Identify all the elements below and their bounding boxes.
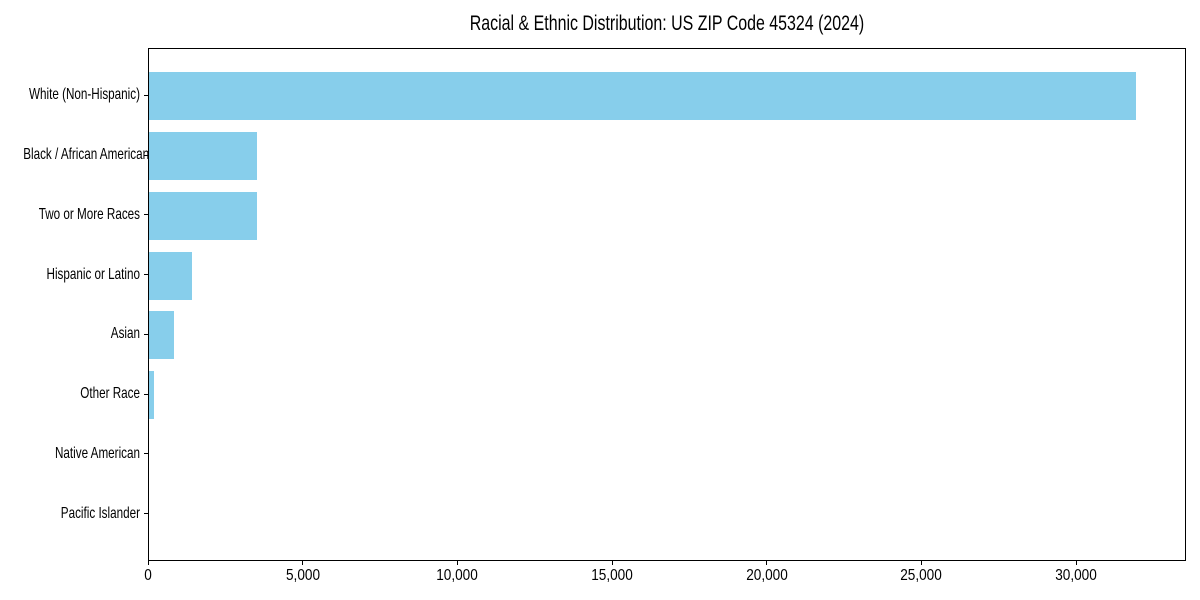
y-label-black-african-american: Black / African American [23, 146, 150, 164]
bar-black-african-american [149, 132, 258, 180]
y-label-hispanic-or-latino: Hispanic or Latino [46, 265, 140, 283]
plot-area [148, 48, 1186, 561]
y-tick [144, 214, 148, 216]
bar-two-or-more-races [149, 191, 258, 240]
x-tick-label-20-000: 20,000 [745, 567, 788, 584]
x-tick-label-25-000: 25,000 [900, 567, 943, 584]
bar-asian [149, 311, 174, 360]
x-tick [147, 561, 149, 565]
y-tick [144, 393, 148, 395]
x-tick-label-5-000: 5,000 [285, 567, 320, 584]
x-tick [302, 561, 304, 565]
y-tick [144, 94, 148, 96]
bar-hispanic-or-latino [149, 251, 193, 300]
bar-white-non-hispanic [149, 72, 1136, 121]
y-label-asian: Asian [110, 325, 140, 343]
x-tick-label-0: 0 [144, 567, 152, 584]
y-label-other-race: Other Race [80, 385, 140, 403]
x-tick [766, 561, 768, 565]
y-tick [144, 154, 148, 156]
y-tick [144, 274, 148, 276]
y-tick [144, 513, 148, 515]
x-tick [611, 561, 613, 565]
x-tick [1075, 561, 1077, 565]
bar-other-race [149, 371, 154, 420]
y-tick [144, 453, 148, 455]
x-tick [920, 561, 922, 565]
y-label-pacific-islander: Pacific Islander [60, 504, 140, 522]
x-tick [456, 561, 458, 565]
chart-title: Racial & Ethnic Distribution: US ZIP Cod… [469, 12, 865, 35]
x-tick-label-10-000: 10,000 [436, 567, 479, 584]
x-tick-label-15-000: 15,000 [591, 567, 633, 584]
y-label-white-non-hispanic: White (Non-Hispanic) [29, 86, 140, 104]
y-label-two-or-more-races: Two or More Races [38, 205, 141, 223]
y-tick [144, 333, 148, 335]
x-tick-label-30-000: 30,000 [1055, 567, 1097, 584]
y-label-native-american: Native American [54, 444, 140, 462]
